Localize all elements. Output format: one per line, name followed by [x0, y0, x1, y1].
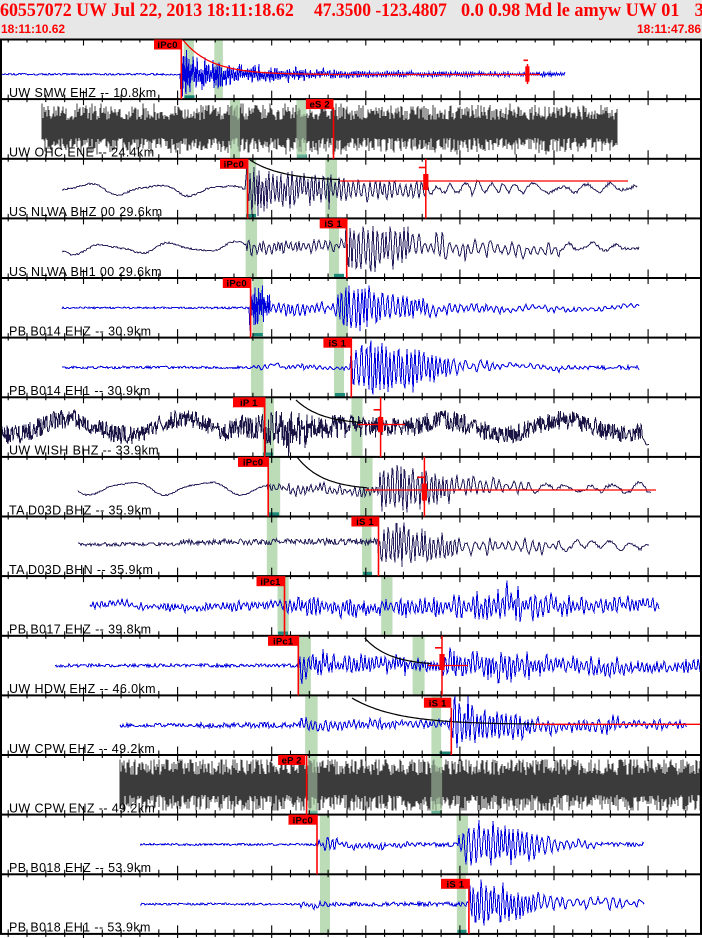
- svg-text:TA D03D BHN -- 35.9km: TA D03D BHN -- 35.9km: [9, 563, 153, 577]
- svg-text:iPc0: iPc0: [243, 458, 263, 469]
- svg-text:iP 1: iP 1: [240, 398, 258, 409]
- svg-text:iPc0: iPc0: [157, 40, 177, 51]
- svg-text:UW OHC ENE -- 24.4km: UW OHC ENE -- 24.4km: [9, 146, 155, 160]
- svg-text:iPc0: iPc0: [224, 159, 244, 170]
- svg-text:iPc0: iPc0: [293, 815, 313, 826]
- svg-text:TA D03D BHZ -- 35.9km: TA D03D BHZ -- 35.9km: [9, 503, 152, 517]
- svg-text:US NLWA BH1 00 29.6km: US NLWA BH1 00 29.6km: [9, 265, 162, 279]
- svg-text:iPc0: iPc0: [227, 279, 247, 290]
- svg-text:UW HDW EHZ -- 46.0km: UW HDW EHZ -- 46.0km: [9, 682, 156, 696]
- svg-text:iPc1: iPc1: [260, 577, 281, 588]
- svg-text:PB B017 EHZ -- 39.8km: PB B017 EHZ -- 39.8km: [9, 623, 151, 637]
- svg-text:iS 1: iS 1: [356, 517, 374, 528]
- svg-text:PB B018 EHZ -- 53.9km: PB B018 EHZ -- 53.9km: [9, 861, 151, 875]
- svg-text:PB B014 EHZ -- 30.9km: PB B014 EHZ -- 30.9km: [9, 324, 151, 338]
- svg-text:UW CPW EHZ -- 49.2km: UW CPW EHZ -- 49.2km: [9, 742, 155, 756]
- svg-text:eP 2: eP 2: [282, 756, 302, 767]
- svg-text:UW CPW ENZ -- 49.2km: UW CPW ENZ -- 49.2km: [9, 801, 155, 815]
- svg-text:iS 1: iS 1: [328, 338, 346, 349]
- svg-text:iS 1: iS 1: [447, 879, 465, 890]
- svg-text:PB B014 EH1 -- 30.9km: PB B014 EH1 -- 30.9km: [9, 384, 151, 398]
- svg-text:UW WISH BHZ -- 33.9km: UW WISH BHZ -- 33.9km: [9, 444, 159, 458]
- svg-text:PB B018 EH1 -- 53.9km: PB B018 EH1 -- 53.9km: [9, 921, 151, 935]
- svg-text:iPc1: iPc1: [273, 636, 294, 647]
- svg-text:eS 2: eS 2: [310, 100, 330, 111]
- svg-text:iS 1: iS 1: [324, 219, 342, 230]
- svg-text:UW SMW EHZ -- 10.8km: UW SMW EHZ -- 10.8km: [9, 86, 157, 100]
- svg-text:iS 1: iS 1: [429, 698, 447, 709]
- svg-text:US NLWA BHZ 00 29.6km: US NLWA BHZ 00 29.6km: [9, 205, 163, 219]
